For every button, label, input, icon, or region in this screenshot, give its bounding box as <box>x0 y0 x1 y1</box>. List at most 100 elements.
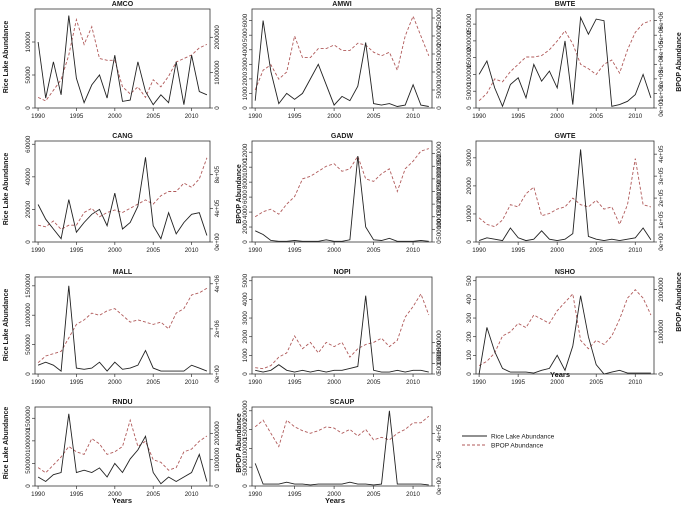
y-left-tick-label: 6000 <box>242 13 249 27</box>
y-right-tick-label: 50000 <box>436 81 443 99</box>
panel-title: CANG <box>112 133 133 140</box>
y-left-tick-label: 5000 <box>242 28 249 42</box>
y-right-tick-label: 0e+00 <box>214 365 221 383</box>
x-tick-label: 2005 <box>146 379 160 386</box>
plot-frame <box>251 140 433 243</box>
x-tick-label: 2010 <box>185 247 199 254</box>
y-left-tick-label: 500 <box>466 275 473 286</box>
y-left-tick-label: 2000 <box>242 220 249 234</box>
plot-frame <box>475 140 655 243</box>
y-right-tick-label: 500000 <box>436 218 443 239</box>
y-right-tick-label: 1000000 <box>214 60 221 85</box>
x-tick-label: 1990 <box>248 491 262 498</box>
y-right-tick-label: 5e+06 <box>658 26 665 44</box>
x-tick-label: 1990 <box>472 247 486 254</box>
plot-frame <box>34 8 211 109</box>
x-axis-title-col1: Years <box>112 496 132 505</box>
series-line-rice-lake <box>37 157 208 240</box>
y-left-tick-label: 50000 <box>466 82 473 100</box>
y-right-tick-label: 2e+05 <box>436 450 443 468</box>
y-right-tick-label: 8e+05 <box>214 165 221 183</box>
y-left-tick-label: 4000 <box>242 292 249 306</box>
series-line-rice-lake <box>255 295 429 373</box>
panel-gwte: GWTE 1990 1995 2000 2005 2010 0 10000 20000 30000… <box>466 133 665 254</box>
y-right-tick-label: 1500000 <box>436 192 443 217</box>
x-tick-label: 1990 <box>472 113 486 120</box>
x-tick-label: 1995 <box>70 491 84 498</box>
y-right-tick-label: 0 <box>436 372 443 376</box>
y-left-tick-label: 0 <box>242 484 249 488</box>
y-right-tick-label: 2000000 <box>214 421 221 446</box>
y-right-tick-label: 1500000 <box>436 330 443 355</box>
y-left-tick-label: 3000 <box>242 311 249 325</box>
x-tick-label: 2010 <box>406 247 420 254</box>
y-right-tick-label: 1e+06 <box>658 84 665 102</box>
panel-scaup: SCAUP 1990 1995 2000 2005 2010 0 50000100000150… <box>242 399 443 498</box>
y-axis-title-right-row1: BPOP Abundance <box>676 32 683 92</box>
series-line-rice-lake <box>37 413 208 485</box>
x-tick-label: 2000 <box>108 379 122 386</box>
y-left-tick-label: 100000 <box>242 438 249 459</box>
y-left-tick-label: 200000 <box>466 30 473 51</box>
y-right-tick-label: 4e+06 <box>658 41 665 59</box>
y-right-tick-label: 0 <box>214 484 221 488</box>
panel-cang: CANG 1990 1995 2000 2005 2010 0 20000 40000 60000… <box>25 133 221 254</box>
y-right-tick-label: 1000000 <box>436 340 443 365</box>
y-axis-title-left-row4: Rice Lake Abundance <box>3 407 10 480</box>
y-left-tick-label: 20000 <box>466 177 473 195</box>
series-line-rice-lake <box>37 285 208 372</box>
y-right-tick-label: 0e+00 <box>658 233 665 251</box>
x-tick-label: 2010 <box>628 379 642 386</box>
series-line-bpop <box>38 157 208 230</box>
y-right-tick-label: 3000000 <box>436 154 443 179</box>
x-tick-label: 2000 <box>327 491 341 498</box>
plot-frame <box>34 140 211 243</box>
y-right-tick-label: 2e+05 <box>658 189 665 207</box>
x-tick-label: 2005 <box>367 379 381 386</box>
y-left-tick-label: 0 <box>242 240 249 244</box>
y-axis-title-left-row1: Rice Lake Abundance <box>3 21 10 94</box>
y-left-tick-label: 20000 <box>25 200 32 218</box>
x-tick-label: 2000 <box>327 247 341 254</box>
x-tick-label: 2005 <box>589 113 603 120</box>
y-right-tick-label: 4e+05 <box>436 424 443 442</box>
legend: Rice Lake Abundance BPOP Abundance <box>462 434 555 450</box>
x-tick-label: 2000 <box>550 113 564 120</box>
y-right-tick-label: 250000 <box>436 7 443 28</box>
y-right-tick-label: 2000000 <box>436 179 443 204</box>
y-right-tick-label: 2e+06 <box>658 70 665 88</box>
x-tick-label: 2005 <box>367 247 381 254</box>
x-tick-label: 1995 <box>511 247 525 254</box>
y-right-tick-label: 4e+06 <box>214 275 221 293</box>
y-right-tick-label: 200000 <box>436 25 443 46</box>
panel-nsho: NSHO 1990 1995 2000 2005 2010 0 100 200 300 400 500… <box>466 269 665 386</box>
x-tick-label: 2005 <box>146 247 160 254</box>
y-left-tick-label: 150000 <box>242 419 249 440</box>
x-tick-label: 1990 <box>248 379 262 386</box>
y-axis-title-left-row3: Rice Lake Abundance <box>3 289 10 362</box>
panel-mall: MALL 1990 1995 2000 2005 2010 0 500000 1000000 15… <box>25 269 221 386</box>
series-line-rice-lake <box>254 20 429 107</box>
y-left-tick-label: 10000 <box>242 158 249 176</box>
x-tick-label: 1990 <box>472 379 486 386</box>
y-left-tick-label: 1000 <box>242 348 249 362</box>
panel-bwte: BWTE 1990 1995 2000 2005 2010 0 500001000001500… <box>466 1 665 120</box>
y-left-tick-label: 100000 <box>466 64 473 85</box>
y-axis-title-right-row2: BPOP Abundance <box>236 164 243 224</box>
y-left-tick-label: 1500000 <box>25 406 32 431</box>
y-left-tick-label: 500000 <box>25 453 32 474</box>
y-left-tick-label: 400 <box>466 294 473 305</box>
x-tick-label: 2010 <box>406 491 420 498</box>
y-right-tick-label: 100000 <box>436 61 443 82</box>
plot-frame <box>251 8 433 109</box>
y-left-tick-label: 6000 <box>242 190 249 204</box>
panel-title: NOPI <box>333 269 350 276</box>
y-left-tick-label: 8000 <box>242 175 249 189</box>
y-left-tick-label: 3000 <box>242 57 249 71</box>
y-left-tick-label: 1000000 <box>25 303 32 328</box>
